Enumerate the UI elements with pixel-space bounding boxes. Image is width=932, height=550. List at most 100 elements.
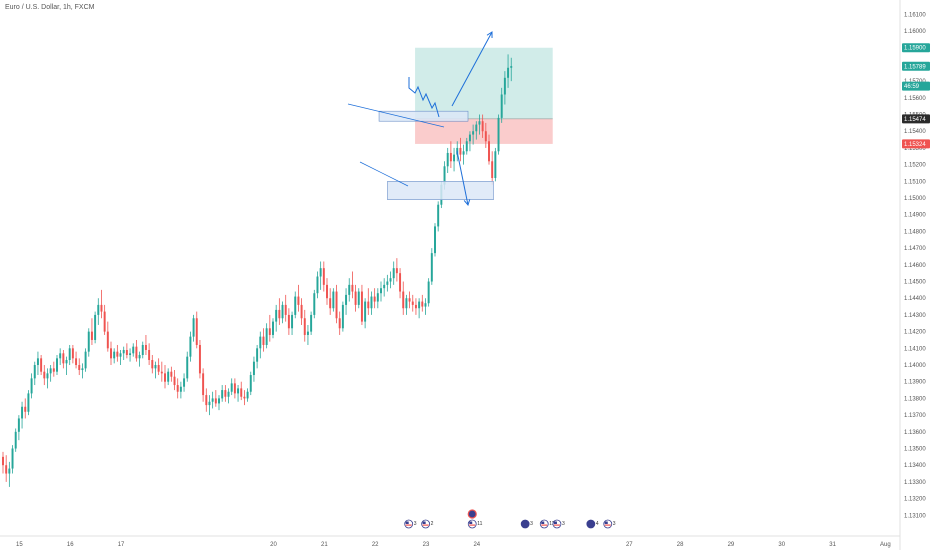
candle-body <box>494 151 497 178</box>
event-count: 3 <box>530 521 533 527</box>
x-tick-label: 27 <box>626 542 633 548</box>
event-marker: 3 <box>404 519 417 529</box>
candle-body <box>252 361 255 376</box>
candle-body <box>119 353 122 357</box>
candle-body <box>449 152 452 162</box>
candle-body <box>275 309 278 322</box>
candle-body <box>135 346 138 359</box>
events-layer: 3 2 11 3 11 3 4 3 <box>404 509 616 529</box>
candle-body <box>167 371 170 382</box>
candle-body <box>160 371 163 374</box>
candle-body <box>148 349 151 361</box>
candle-body <box>383 284 386 289</box>
candle-body <box>491 161 494 178</box>
candle-body <box>453 154 456 162</box>
candle-body <box>291 314 294 329</box>
candle-body <box>154 365 157 369</box>
candle-body <box>503 77 506 95</box>
candle-body <box>462 151 465 155</box>
candle-body <box>370 296 373 309</box>
y-tick-label: 1.13700 <box>904 413 926 419</box>
y-tick-label: 1.14900 <box>904 213 926 219</box>
event-count: 11 <box>549 521 554 527</box>
y-tick-label: 1.16100 <box>904 12 926 18</box>
x-tick-label: 16 <box>67 542 74 548</box>
candle-body <box>240 388 243 397</box>
y-tick-label: 1.13100 <box>904 513 926 519</box>
x-tick-label: 24 <box>473 542 480 548</box>
candle-body <box>52 368 55 372</box>
x-tick-label: 29 <box>728 542 735 548</box>
candle-body <box>176 385 179 392</box>
y-tick-label: 1.15300 <box>904 146 926 152</box>
price-badge <box>902 139 930 149</box>
event-count: 3 <box>562 521 565 527</box>
candle-body <box>408 298 411 302</box>
event-marker: 4 <box>586 519 599 529</box>
price-badge-label: 46:59 <box>904 84 920 90</box>
candle-body <box>195 318 198 345</box>
y-tick-label: 1.13900 <box>904 380 926 386</box>
candle-body <box>122 349 125 354</box>
candle-body <box>262 336 265 345</box>
y-tick-label: 1.15200 <box>904 163 926 169</box>
event-count: 3 <box>414 521 417 527</box>
candle-body <box>497 117 500 152</box>
candle-body <box>170 371 173 377</box>
candle-body <box>329 298 332 309</box>
event-count: 4 <box>596 521 599 527</box>
candle-body <box>71 348 74 359</box>
candle-body <box>144 344 147 350</box>
candle-body <box>313 293 316 315</box>
candle-body <box>411 301 414 305</box>
event-count: 2 <box>431 521 434 527</box>
zones-layer <box>415 47 553 144</box>
candle-body <box>103 311 106 332</box>
price-badge <box>902 81 930 91</box>
y-tick-label: 1.16000 <box>904 29 926 35</box>
candle-body <box>132 346 135 354</box>
candle-body <box>249 375 252 392</box>
candle-body <box>164 373 166 382</box>
candle-body <box>2 456 4 466</box>
annotations-layer <box>347 31 494 207</box>
flag-canton <box>553 521 557 524</box>
flag-stripe <box>553 524 560 526</box>
candle-body <box>106 331 109 349</box>
candle-body <box>36 358 39 366</box>
trendline-upper <box>347 103 445 128</box>
y-tick-label: 1.13400 <box>904 463 926 469</box>
candle-body <box>326 284 328 299</box>
stop-zone <box>415 118 553 144</box>
jp-flag-icon <box>520 519 530 529</box>
candle-body <box>246 391 249 399</box>
candle-body <box>348 284 351 295</box>
candle-body <box>392 268 395 279</box>
candle-body <box>360 291 363 322</box>
candle-body <box>475 124 478 132</box>
candle-body <box>186 356 189 379</box>
candle-body <box>183 378 186 387</box>
candle-body <box>357 291 360 305</box>
x-tick-label: 23 <box>423 542 430 548</box>
y-tick-label: 1.13600 <box>904 430 926 436</box>
candle-body <box>68 348 71 361</box>
y-tick-label: 1.13500 <box>904 447 926 453</box>
candle-body <box>459 147 462 155</box>
candle-body <box>179 386 182 392</box>
candle-body <box>418 301 421 309</box>
flag-stripe <box>405 524 412 526</box>
price-badge-label: 1.15900 <box>904 46 926 52</box>
x-tick-label: 21 <box>321 542 328 548</box>
event-count: 11 <box>477 521 482 527</box>
candle-body <box>507 67 510 78</box>
candle-body <box>364 301 367 322</box>
candle-body <box>484 131 487 142</box>
candle-body <box>376 293 379 302</box>
candle-body <box>402 291 405 309</box>
candle-body <box>272 321 274 335</box>
flag-canton <box>604 521 608 524</box>
candle-body <box>351 284 354 292</box>
